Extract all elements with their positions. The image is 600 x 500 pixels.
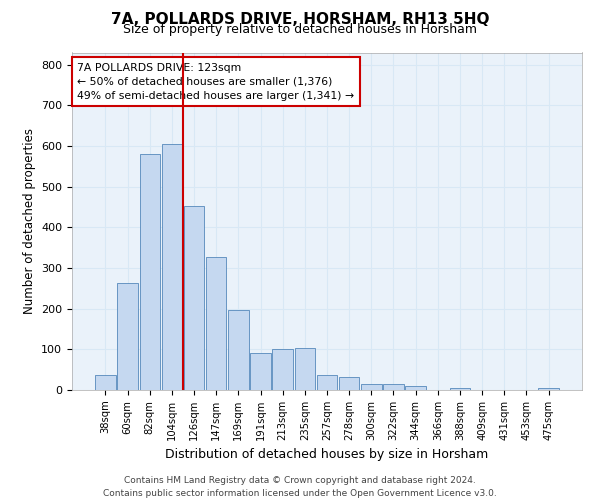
X-axis label: Distribution of detached houses by size in Horsham: Distribution of detached houses by size … — [166, 448, 488, 462]
Bar — [228, 310, 248, 390]
Bar — [140, 154, 160, 390]
Bar — [339, 376, 359, 390]
Bar — [206, 256, 226, 390]
Bar — [250, 352, 271, 390]
Text: 7A, POLLARDS DRIVE, HORSHAM, RH13 5HQ: 7A, POLLARDS DRIVE, HORSHAM, RH13 5HQ — [111, 12, 489, 28]
Bar — [450, 388, 470, 390]
Bar — [118, 283, 138, 390]
Bar — [538, 388, 559, 390]
Bar — [406, 386, 426, 390]
Bar — [295, 348, 315, 390]
Text: 7A POLLARDS DRIVE: 123sqm
← 50% of detached houses are smaller (1,376)
49% of se: 7A POLLARDS DRIVE: 123sqm ← 50% of detac… — [77, 62, 354, 100]
Bar — [161, 144, 182, 390]
Bar — [361, 384, 382, 390]
Bar — [272, 349, 293, 390]
Bar — [317, 374, 337, 390]
Bar — [95, 374, 116, 390]
Bar — [184, 206, 204, 390]
Bar — [383, 384, 404, 390]
Text: Size of property relative to detached houses in Horsham: Size of property relative to detached ho… — [123, 22, 477, 36]
Y-axis label: Number of detached properties: Number of detached properties — [23, 128, 35, 314]
Text: Contains HM Land Registry data © Crown copyright and database right 2024.
Contai: Contains HM Land Registry data © Crown c… — [103, 476, 497, 498]
